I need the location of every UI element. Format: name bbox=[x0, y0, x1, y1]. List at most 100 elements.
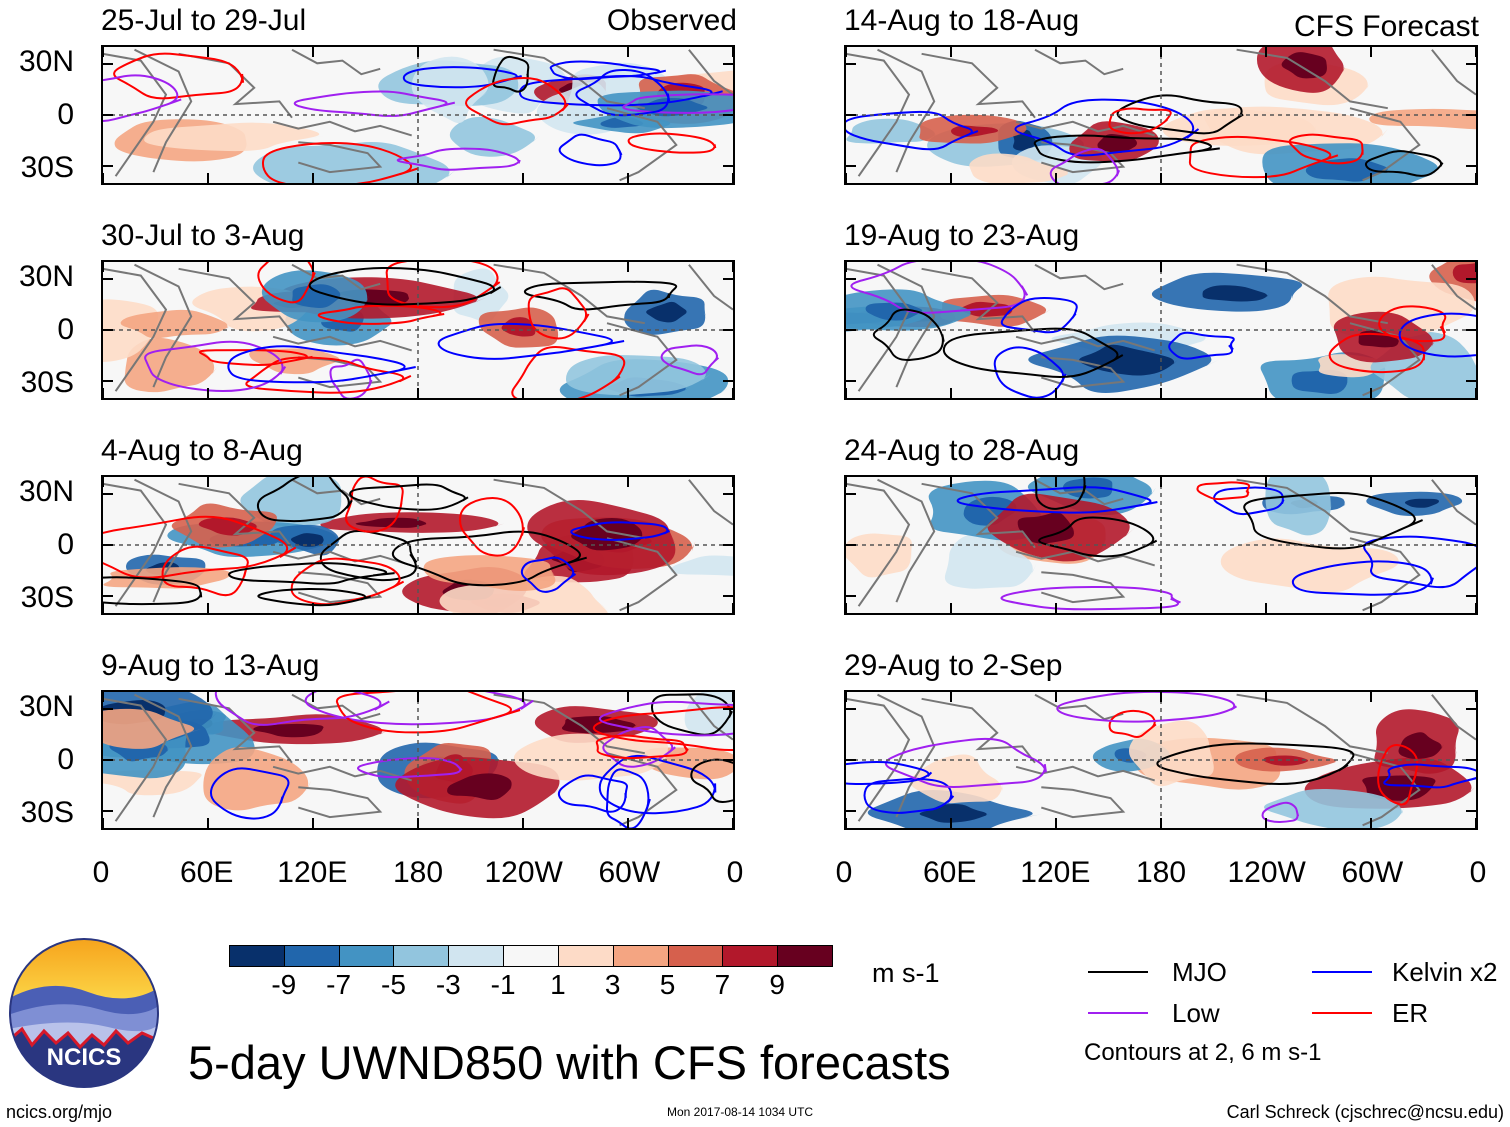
easterly-anomaly-region bbox=[449, 116, 540, 157]
coastline bbox=[1349, 752, 1421, 827]
contour-low bbox=[1049, 147, 1121, 183]
colorbar-swatch bbox=[393, 945, 450, 967]
colorbar-swatch bbox=[557, 945, 614, 967]
westerly-anomaly-region bbox=[1369, 108, 1476, 130]
colorbar-label: 3 bbox=[604, 969, 621, 1000]
x-tick-label: 0 bbox=[835, 856, 853, 889]
x-tick-label: 180 bbox=[1135, 856, 1187, 889]
coastline bbox=[1034, 263, 1124, 291]
coastline bbox=[103, 697, 168, 822]
coastline bbox=[178, 267, 293, 334]
coastline bbox=[1015, 550, 1155, 567]
map-panel-3 bbox=[101, 475, 735, 615]
contour-mjo bbox=[257, 587, 371, 607]
legend-label-low: Low bbox=[1172, 998, 1220, 1028]
contour-kelvin-x2 bbox=[520, 556, 577, 593]
contour-mjo bbox=[942, 327, 1124, 378]
contour-er bbox=[1377, 744, 1419, 806]
easterly-anomaly-region bbox=[1265, 477, 1332, 536]
easterly-anomaly-region bbox=[565, 355, 711, 396]
legend-swatch-mjo bbox=[1088, 971, 1148, 973]
coastline bbox=[272, 120, 412, 137]
easterly-anomaly-core bbox=[1202, 285, 1269, 302]
x-tick-label: 60W bbox=[1341, 856, 1404, 889]
site-link[interactable]: ncics.org/mjo bbox=[6, 1102, 113, 1122]
y-tick-label: 0 bbox=[57, 313, 74, 346]
contour-kelvin-x2 bbox=[1398, 312, 1476, 358]
coastline bbox=[1041, 571, 1126, 604]
contour-er bbox=[161, 545, 249, 597]
coastline bbox=[103, 267, 168, 392]
colorbar-swatch bbox=[338, 945, 395, 967]
westerly-anomaly-region bbox=[1129, 720, 1216, 787]
easterly-anomaly-core bbox=[292, 284, 342, 308]
contour-low bbox=[357, 757, 463, 779]
coastline bbox=[1041, 141, 1126, 174]
contour-er bbox=[1328, 332, 1426, 374]
westerly-anomaly-region bbox=[910, 754, 1003, 804]
westerly-anomaly-region bbox=[103, 567, 231, 589]
coastline bbox=[1034, 48, 1124, 76]
panel-title-7: 24-Aug to 28-Aug bbox=[844, 434, 1080, 467]
contour-kelvin-x2 bbox=[1291, 560, 1434, 596]
contour-er bbox=[627, 132, 717, 154]
contour-er bbox=[527, 287, 590, 340]
x-tick-label: 120W bbox=[1227, 856, 1306, 889]
westerly-anomaly-core bbox=[1398, 732, 1444, 759]
easterly-anomaly-core bbox=[1291, 369, 1348, 394]
contour-mjo bbox=[1033, 134, 1220, 164]
legend-swatch-kelvin bbox=[1312, 971, 1372, 973]
panel-svg bbox=[103, 477, 733, 613]
y-tick-label: 30N bbox=[18, 45, 74, 78]
coastline bbox=[291, 693, 381, 721]
y-tick-label: 30S bbox=[20, 366, 74, 399]
coastline bbox=[688, 479, 733, 526]
contour-mjo bbox=[690, 758, 733, 803]
westerly-anomaly-core bbox=[253, 723, 324, 738]
panel-svg bbox=[846, 47, 1476, 183]
colorbar-swatch bbox=[777, 945, 833, 967]
westerly-anomaly-region bbox=[1220, 538, 1405, 593]
coastline bbox=[272, 765, 412, 782]
coastline bbox=[877, 693, 936, 818]
legend-label-er: ER bbox=[1392, 998, 1429, 1028]
y-tick-label: 0 bbox=[57, 98, 74, 131]
coastline bbox=[1041, 786, 1126, 819]
coastline bbox=[921, 697, 1036, 764]
y-tick-label: 30S bbox=[20, 581, 74, 614]
contour-low bbox=[622, 93, 733, 114]
panel-svg bbox=[846, 477, 1476, 613]
coastline bbox=[298, 786, 383, 819]
contour-mjo bbox=[1033, 477, 1087, 510]
coastline bbox=[1431, 479, 1476, 526]
westerly-anomaly-region bbox=[513, 733, 669, 781]
contour-kelvin-x2 bbox=[863, 777, 955, 814]
contour-mjo bbox=[256, 477, 353, 523]
coastline bbox=[877, 478, 936, 603]
colorbar-swatch bbox=[448, 945, 505, 967]
legend-label-kelvin: Kelvin x2 bbox=[1392, 957, 1498, 987]
y-tick-label: 30N bbox=[18, 260, 74, 293]
contour-low bbox=[396, 147, 521, 171]
panel-title-3: 4-Aug to 8-Aug bbox=[101, 434, 303, 467]
contour-er bbox=[113, 52, 245, 100]
contour-er bbox=[257, 262, 316, 304]
coastline bbox=[1015, 765, 1155, 782]
contour-mjo bbox=[1243, 492, 1423, 550]
panel-title-5: 14-Aug to 18-Aug bbox=[844, 4, 1080, 37]
coastline bbox=[1034, 693, 1124, 721]
colorbar-label: -5 bbox=[381, 969, 406, 1000]
coastline bbox=[1236, 263, 1388, 325]
westerly-anomaly-region bbox=[124, 337, 218, 393]
contour-mjo bbox=[308, 266, 502, 306]
coastline bbox=[1431, 49, 1476, 96]
contour-er bbox=[511, 345, 626, 398]
contour-kelvin-x2 bbox=[846, 760, 933, 786]
coastline bbox=[921, 52, 1036, 119]
contour-low bbox=[660, 344, 720, 376]
panel-svg bbox=[846, 262, 1476, 398]
colorbar-units: m s-1 bbox=[872, 958, 940, 988]
coastline bbox=[493, 48, 645, 110]
contour-mjo bbox=[492, 55, 530, 93]
contour-low bbox=[103, 74, 182, 123]
